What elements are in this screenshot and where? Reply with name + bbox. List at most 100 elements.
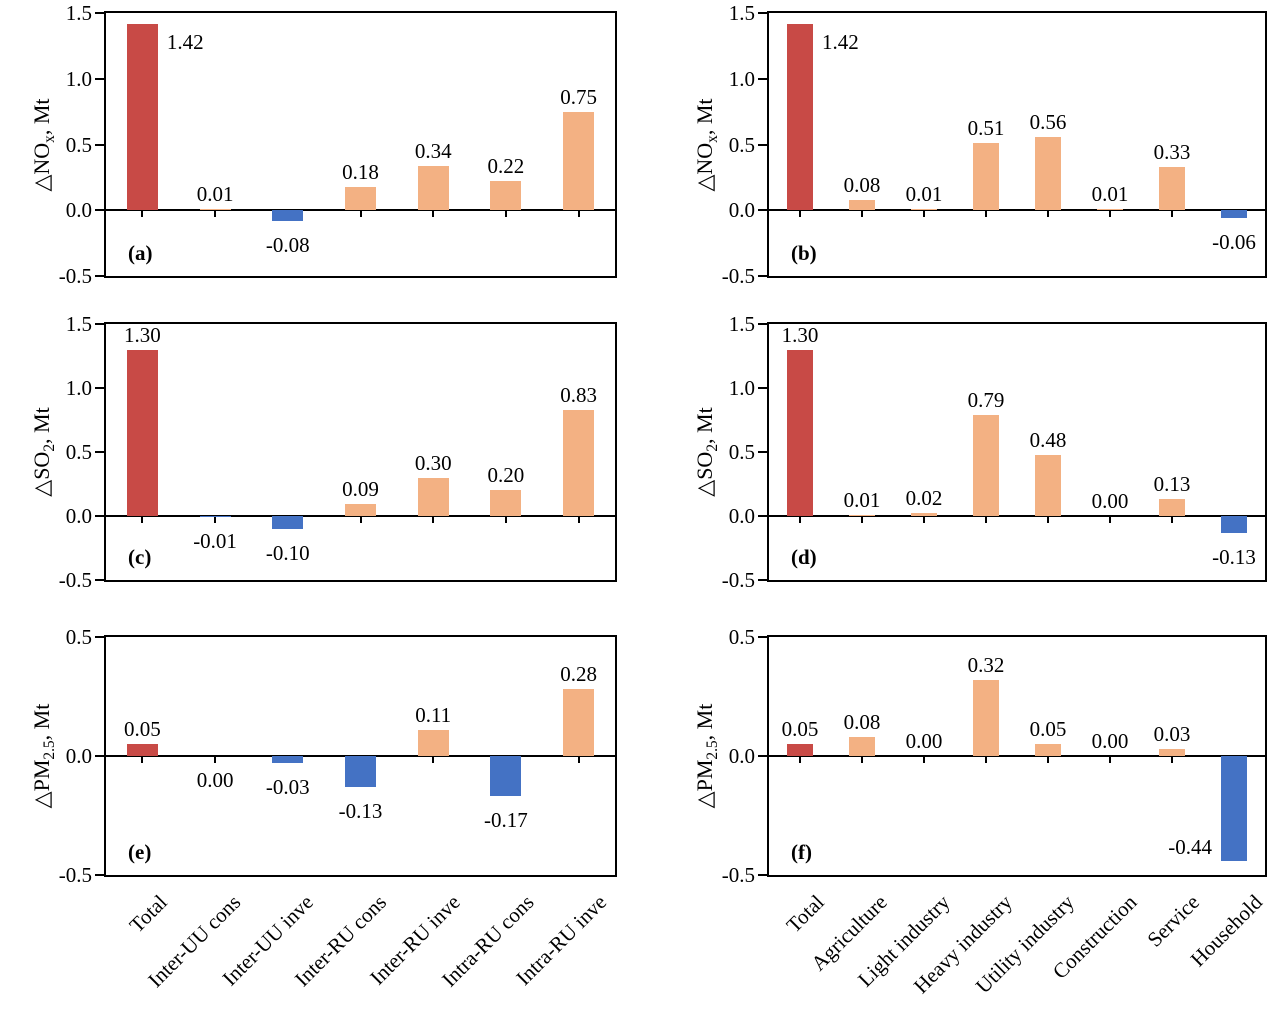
y-axis-tick — [758, 451, 767, 453]
value-label: 0.13 — [1153, 472, 1191, 497]
x-axis-tick — [504, 516, 507, 523]
x-axis-tick — [799, 516, 801, 523]
panel-letter: (d) — [791, 545, 817, 569]
y-axis-tick — [95, 12, 104, 14]
value-label: 0.79 — [967, 387, 1005, 412]
y-axis-tick-label: -0.5 — [58, 264, 92, 288]
panel-f: △PM2.5, Mt (f) 0.5 0.0 -0.5 0.05 0.08 0.00 0.3… — [692, 625, 1267, 887]
y-axis-tick-label: -0.5 — [58, 863, 92, 887]
x-axis-tick — [1047, 210, 1049, 218]
x-axis-tick — [1171, 516, 1173, 523]
zero-axis-line — [769, 209, 1265, 212]
y-axis-tick — [95, 143, 104, 146]
value-label: 0.03 — [1153, 721, 1191, 746]
x-axis-tick — [214, 210, 217, 218]
value-label: 0.33 — [1153, 139, 1191, 164]
zero-axis-line — [769, 755, 1265, 757]
value-label: -0.17 — [484, 808, 528, 833]
panel-c: △SO2, Mt (c) 1.5 1.0 0.5 0.0 -0.5 1.30 -0.01 -0… — [29, 312, 617, 592]
value-label: 0.08 — [843, 709, 881, 734]
x-axis-tick — [799, 756, 801, 763]
value-label: 1.42 — [822, 29, 859, 54]
x-axis-labels-right: Total Agriculture Light industry Heavy indu… — [767, 884, 1267, 1020]
zero-axis-line — [106, 209, 615, 212]
y-axis-tick-label: 1.0 — [728, 66, 755, 91]
bar — [1035, 744, 1061, 756]
y-axis-tick-label: 1.5 — [65, 1, 92, 25]
category-label: Total — [781, 890, 830, 938]
x-axis-tick — [141, 210, 144, 218]
bar — [345, 756, 376, 787]
y-axis-tick-label: 1.5 — [65, 312, 92, 336]
x-axis-tick — [577, 756, 580, 763]
y-axis-tick — [758, 515, 767, 517]
bar — [1159, 499, 1185, 516]
y-axis-tick — [95, 515, 104, 517]
bar — [787, 23, 813, 211]
x-axis-tick — [985, 210, 987, 218]
y-axis-tick — [758, 275, 767, 277]
y-axis-tick-label: 1.5 — [728, 1, 755, 25]
y-axis-tick — [758, 387, 767, 389]
y-axis-tick-label: 0.5 — [65, 625, 92, 649]
y-axis-tick-label: 0.0 — [65, 744, 92, 768]
x-axis-tick — [359, 516, 362, 523]
y-axis-tick-label: 0.5 — [65, 132, 92, 157]
y-axis-tick — [95, 451, 104, 453]
y-axis-title-unit: , Mt — [691, 703, 717, 741]
bar — [849, 514, 875, 516]
y-axis-tick-label: 0.5 — [65, 440, 92, 464]
bar — [126, 23, 158, 211]
panel-d: △SO2, Mt (d) 1.5 1.0 0.5 0.0 -0.5 1.30 0.01 0.0… — [692, 312, 1267, 592]
bar — [563, 409, 595, 516]
bar — [1221, 756, 1247, 861]
y-axis-tick — [95, 387, 104, 389]
value-label: 0.09 — [342, 477, 379, 502]
value-label: -0.10 — [265, 540, 310, 565]
panel-b: △NOx, Mt (b) 1.5 1.0 0.5 0.0 -0.5 1.42 0.08 0.0… — [692, 1, 1267, 288]
value-label: 1.42 — [166, 29, 204, 54]
x-axis-tick — [214, 756, 217, 763]
bar — [345, 186, 376, 211]
value-label: 0.51 — [967, 116, 1005, 141]
bar — [417, 477, 449, 516]
value-label: 0.56 — [1029, 109, 1067, 134]
y-axis-tick — [95, 275, 104, 277]
value-label: -0.06 — [1212, 230, 1256, 255]
bar — [787, 744, 813, 756]
x-axis-tick — [1047, 516, 1049, 523]
y-axis-tick — [758, 323, 767, 325]
y-axis-tick-label: 1.0 — [65, 66, 92, 91]
y-axis-tick-label: 1.5 — [728, 312, 755, 336]
x-axis-tick — [861, 756, 863, 763]
x-axis-tick — [359, 210, 362, 218]
value-label: 0.28 — [560, 662, 598, 687]
y-axis-tick-label: 1.0 — [65, 376, 92, 400]
bar — [1159, 748, 1185, 756]
value-label: 0.32 — [967, 652, 1005, 677]
y-axis-tick-label: 0.5 — [728, 440, 755, 464]
bar — [973, 143, 999, 211]
y-axis-tick — [95, 874, 104, 876]
zero-axis-line — [106, 515, 615, 517]
bar — [272, 516, 304, 529]
value-label: 1.30 — [123, 322, 161, 347]
value-label: 0.01 — [1091, 181, 1129, 206]
y-axis-tick-label: 0.0 — [728, 744, 755, 768]
bar — [973, 679, 999, 756]
x-axis-tick — [1171, 756, 1173, 763]
bar — [199, 516, 231, 518]
x-axis-tick — [861, 516, 863, 523]
y-axis-tick-label: 0.5 — [728, 625, 755, 649]
bar — [272, 210, 304, 221]
y-axis-tick-label: 0.0 — [728, 198, 755, 223]
bar — [1221, 210, 1247, 219]
y-axis-title-unit: , Mt — [28, 97, 54, 135]
panel-e: △PM2.5, Mt (e) 0.5 0.0 -0.5 0.05 0.00 -0.03 -0… — [29, 625, 617, 887]
value-label: 0.05 — [123, 717, 161, 742]
x-axis-tick — [577, 516, 580, 523]
x-axis-tick — [1109, 516, 1111, 523]
y-axis-tick — [758, 143, 767, 146]
value-label: -0.08 — [265, 232, 310, 257]
bar — [973, 414, 999, 516]
